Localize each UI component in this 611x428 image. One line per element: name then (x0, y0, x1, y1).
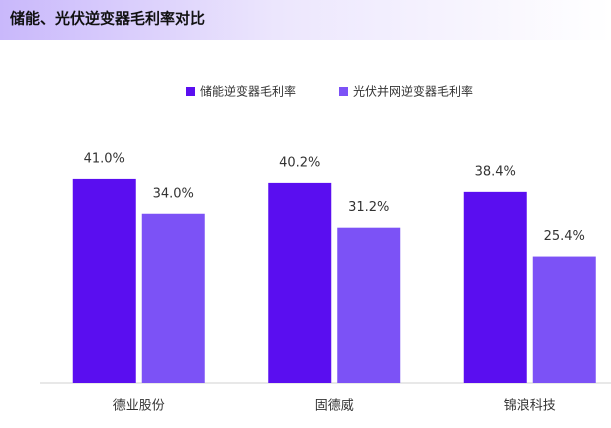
legend-swatch (339, 87, 348, 96)
value-label: 31.2% (348, 200, 389, 215)
value-label: 38.4% (475, 164, 516, 179)
chart-title: 储能、光伏逆变器毛利率对比 (10, 10, 205, 28)
bar (532, 256, 596, 383)
bar (141, 213, 205, 383)
x-tick-label: 锦浪科技 (504, 399, 556, 414)
x-tick-label: 固德威 (315, 399, 354, 414)
value-label: 25.4% (544, 229, 585, 244)
bar (463, 191, 527, 383)
header-band (0, 0, 611, 40)
legend-label: 储能逆变器毛利率 (200, 84, 296, 99)
x-tick-label: 德业股份 (113, 399, 165, 414)
bar (72, 178, 136, 383)
value-label: 40.2% (279, 155, 320, 170)
bar (337, 227, 401, 383)
value-label: 34.0% (153, 186, 194, 201)
bar (268, 182, 332, 383)
legend-label: 光伏并网逆变器毛利率 (353, 84, 473, 99)
legend-swatch (186, 87, 195, 96)
value-label: 41.0% (84, 151, 125, 166)
